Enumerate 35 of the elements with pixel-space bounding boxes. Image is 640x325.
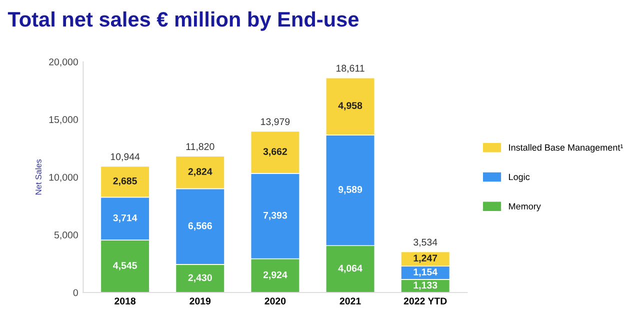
data-label: 1,247	[414, 254, 438, 263]
data-label: 6,566	[188, 222, 212, 231]
data-label: 4,064	[338, 264, 362, 274]
data-label: 2,430	[188, 274, 212, 282]
y-tick-label: 10,000	[49, 174, 78, 182]
x-tick-label: 2021	[340, 298, 361, 304]
chart-title: Total net sales € million by End-use	[8, 11, 359, 31]
data-label: 1,154	[414, 268, 438, 277]
y-tick-label: 15,000	[49, 116, 78, 124]
total-label: 3,534	[414, 238, 438, 247]
y-tick-label: 5,000	[54, 232, 78, 240]
y-tick-label: 0	[73, 289, 78, 296]
data-label: 3,714	[113, 214, 138, 223]
data-label: 7,393	[263, 212, 288, 220]
data-label: 2,685	[113, 177, 137, 186]
data-label: 2,824	[188, 168, 212, 176]
y-axis-title: Net Sales	[35, 159, 42, 195]
data-label: 1,133	[414, 282, 438, 290]
x-tick-label: 2019	[190, 298, 211, 304]
x-tick-label: 2018	[114, 298, 136, 304]
data-label: 9,589	[338, 186, 362, 194]
y-tick-label: 20,000	[49, 58, 78, 67]
x-tick-label: 2020	[264, 298, 286, 304]
data-label: 3,662	[263, 148, 287, 156]
legend-label: Installed Base Management¹	[509, 144, 624, 152]
data-label: 4,958	[338, 102, 362, 110]
total-label: 18,611	[336, 64, 364, 73]
total-label: 10,944	[110, 153, 140, 162]
legend-label: Logic	[509, 173, 530, 182]
x-tick-label: 2022 YTD	[404, 298, 447, 304]
data-label: 4,545	[113, 262, 137, 270]
data-label: 2,924	[263, 271, 288, 280]
total-label: 13,979	[261, 118, 290, 126]
total-label: 11,820	[186, 143, 214, 152]
legend-label: Memory	[509, 203, 541, 212]
